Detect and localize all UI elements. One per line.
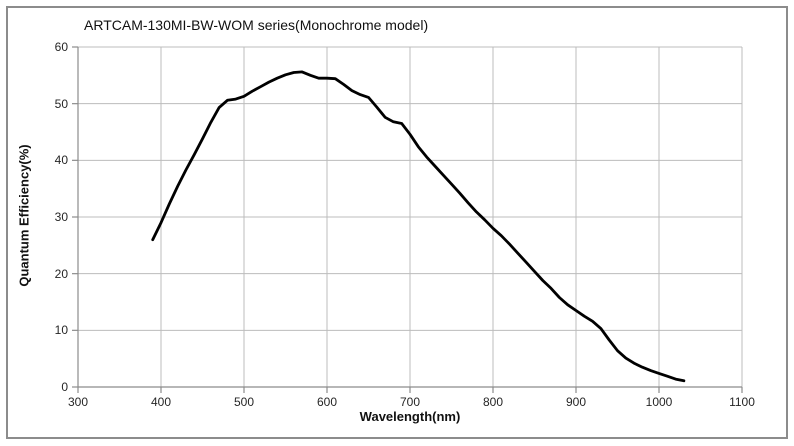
y-tick-label: 30 bbox=[54, 210, 68, 224]
x-tick-label: 1000 bbox=[645, 395, 673, 409]
x-tick-label: 500 bbox=[233, 395, 255, 409]
x-tick-label: 900 bbox=[565, 395, 587, 409]
quantum-efficiency-curve bbox=[151, 70, 686, 383]
x-tick-label: 600 bbox=[316, 395, 338, 409]
x-axis-title: Wavelength(nm) bbox=[359, 409, 461, 424]
y-tick-label: 60 bbox=[54, 40, 68, 54]
x-tick-label: 400 bbox=[150, 395, 172, 409]
x-tick-label: 300 bbox=[67, 395, 89, 409]
y-tick-label: 10 bbox=[54, 323, 68, 338]
y-tick-label: 50 bbox=[54, 96, 68, 111]
chart-title: ARTCAM-130MI-BW-WOM series(Monochrome mo… bbox=[84, 17, 429, 33]
x-tick-label: 700 bbox=[399, 395, 421, 409]
x-tick-label: 1100 bbox=[729, 395, 755, 409]
y-tick-label: 0 bbox=[61, 380, 68, 394]
x-tick-label: 800 bbox=[482, 395, 504, 409]
y-tick-label: 20 bbox=[54, 266, 68, 281]
chart-border bbox=[6, 6, 788, 439]
y-axis-title: Quantum Efficiency(%) bbox=[16, 144, 32, 287]
y-tick-label: 40 bbox=[54, 153, 68, 168]
